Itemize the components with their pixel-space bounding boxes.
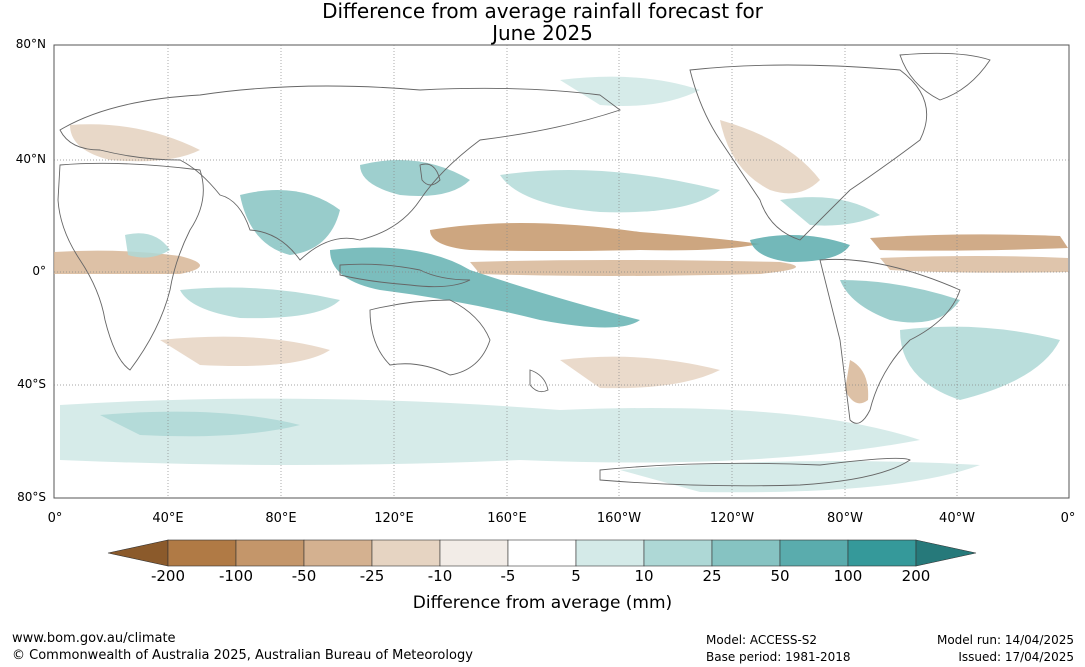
copyright: © Commonwealth of Australia 2025, Austra… <box>12 648 473 663</box>
dry-region-europe <box>70 124 200 162</box>
dry-region-atlantic <box>870 234 1068 251</box>
lon-label: 120°W <box>709 511 755 526</box>
coast-antarctica <box>599 457 911 487</box>
colorbar-tick: 5 <box>571 567 581 585</box>
colorbar-tick: -25 <box>359 567 385 585</box>
coast-north-america <box>689 64 928 241</box>
wet-region-arctic <box>560 76 700 106</box>
anomaly-regions <box>54 76 1068 493</box>
dry-region-africa-eq <box>54 250 200 274</box>
dry-region-equatorial-band <box>470 260 796 276</box>
coast-africa <box>57 162 204 371</box>
colorbar <box>107 539 977 567</box>
dry-region-south-pacific <box>560 356 720 389</box>
colorbar-tick: -200 <box>150 567 186 585</box>
coastlines <box>57 52 991 487</box>
lat-label: 40°S <box>17 377 46 391</box>
lon-label: 0° <box>1060 511 1076 526</box>
wet-region-caribbean <box>780 197 880 226</box>
wet-region-antarctic <box>620 461 980 493</box>
wet-region-india <box>240 190 340 255</box>
colorbar-segment <box>167 539 237 567</box>
wet-region-south-america <box>840 280 960 323</box>
colorbar-tick: -50 <box>291 567 317 585</box>
rainfall-map <box>53 44 1070 499</box>
wet-region-south-indian <box>180 287 340 319</box>
dry-region-central-pacific <box>430 222 760 251</box>
colorbar-segment <box>711 539 781 567</box>
colorbar-tick: 25 <box>702 567 722 585</box>
wet-region-west-africa <box>125 233 170 258</box>
colorbar-tick: 200 <box>901 567 931 585</box>
colorbar-title: Difference from average (mm) <box>412 593 673 613</box>
colorbar-segment <box>507 539 577 567</box>
coast-japan <box>419 163 441 186</box>
coast-new-zealand <box>529 369 549 393</box>
wet-region-east-asia <box>360 160 470 196</box>
lon-label: 40°E <box>152 511 184 526</box>
wet-region-north-pacific <box>500 170 720 213</box>
coast-australia <box>369 299 491 376</box>
colorbar-segment <box>643 539 713 567</box>
lat-label: 80°S <box>17 490 46 504</box>
colorbar-tick: -100 <box>218 567 254 585</box>
colorbar-segment <box>847 539 917 567</box>
colorbar-segment <box>235 539 305 567</box>
colorbar-segment <box>779 539 849 567</box>
model-run: Model run: 14/04/2025 <box>936 633 1074 647</box>
lat-label: 0° <box>32 264 46 278</box>
lon-label: 160°E <box>487 511 527 526</box>
lon-label: 160°W <box>596 511 642 526</box>
colorbar-high-extend <box>915 539 977 567</box>
colorbar-tick: 10 <box>634 567 654 585</box>
gridlines <box>54 45 1069 498</box>
lon-label: 40°W <box>939 511 975 526</box>
coast-indonesia <box>339 263 471 288</box>
coast-eurasia <box>59 85 621 261</box>
lat-label: 80°N <box>15 37 46 51</box>
base-period: Base period: 1981-2018 <box>706 650 851 664</box>
lon-label: 0° <box>47 511 63 526</box>
lat-label: 40°N <box>15 152 46 166</box>
colorbar-segment <box>303 539 373 567</box>
colorbar-tick: 50 <box>770 567 790 585</box>
coast-greenland <box>899 52 991 101</box>
dry-region-north-america <box>720 120 820 194</box>
lon-label: 80°W <box>827 511 863 526</box>
lon-label: 80°E <box>265 511 297 526</box>
issued-date: Issued: 17/04/2025 <box>958 650 1074 664</box>
colorbar-tick: 100 <box>833 567 863 585</box>
coast-south-america <box>819 258 961 424</box>
map-title-line1: Difference from average rainfall forecas… <box>322 0 763 23</box>
colorbar-segment <box>575 539 645 567</box>
dry-region-south-america <box>845 360 869 404</box>
colorbar-tick: -5 <box>500 567 516 585</box>
website-link[interactable]: www.bom.gov.au/climate <box>12 631 176 646</box>
colorbar-tick: -10 <box>427 567 453 585</box>
wet-region-southern-ocean <box>60 398 920 465</box>
wet-region-south-atlantic <box>900 326 1060 400</box>
wet-region-central-america <box>750 235 850 262</box>
dry-region-atlantic-eq <box>880 256 1068 273</box>
colorbar-segment <box>371 539 441 567</box>
map-title-line2: June 2025 <box>492 21 593 45</box>
model-name: Model: ACCESS-S2 <box>706 633 818 647</box>
colorbar-segment <box>439 539 509 567</box>
dry-region-south-indian <box>160 336 330 366</box>
lon-label: 120°E <box>374 511 414 526</box>
colorbar-low-extend <box>107 539 169 567</box>
wet-region-southern-ocean-core <box>100 411 300 437</box>
